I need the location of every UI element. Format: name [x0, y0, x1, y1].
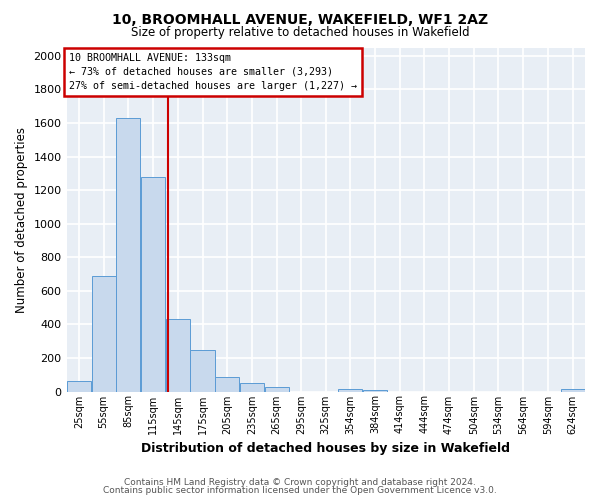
Bar — [67, 380, 91, 392]
Text: Contains HM Land Registry data © Crown copyright and database right 2024.: Contains HM Land Registry data © Crown c… — [124, 478, 476, 487]
Bar — [92, 276, 116, 392]
Bar — [166, 320, 190, 392]
Bar — [560, 389, 585, 392]
Bar — [338, 389, 362, 392]
Bar — [215, 377, 239, 392]
Text: 10, BROOMHALL AVENUE, WAKEFIELD, WF1 2AZ: 10, BROOMHALL AVENUE, WAKEFIELD, WF1 2AZ — [112, 12, 488, 26]
Text: Size of property relative to detached houses in Wakefield: Size of property relative to detached ho… — [131, 26, 469, 39]
Bar — [190, 350, 215, 392]
Y-axis label: Number of detached properties: Number of detached properties — [15, 126, 28, 312]
Bar — [116, 118, 140, 392]
Text: 10 BROOMHALL AVENUE: 133sqm
← 73% of detached houses are smaller (3,293)
27% of : 10 BROOMHALL AVENUE: 133sqm ← 73% of det… — [69, 52, 357, 90]
X-axis label: Distribution of detached houses by size in Wakefield: Distribution of detached houses by size … — [141, 442, 510, 455]
Bar — [240, 383, 264, 392]
Bar — [362, 390, 387, 392]
Text: Contains public sector information licensed under the Open Government Licence v3: Contains public sector information licen… — [103, 486, 497, 495]
Bar — [265, 388, 289, 392]
Bar — [141, 176, 165, 392]
